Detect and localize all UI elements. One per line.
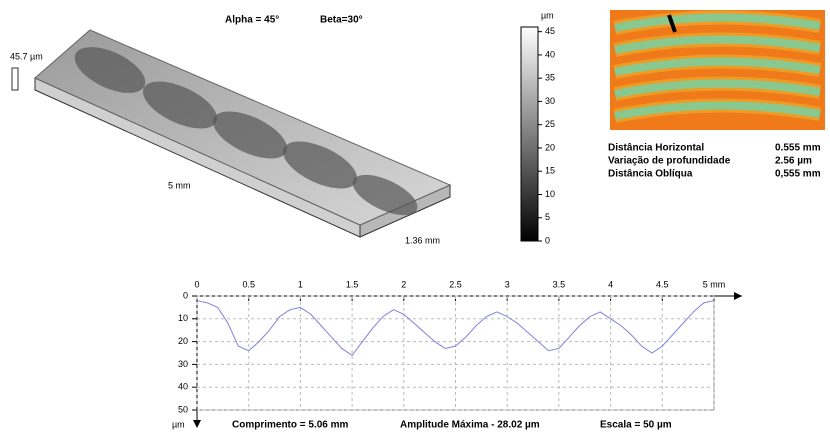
colorbar-tick-label: 45 bbox=[545, 26, 555, 36]
colorbar-tick-label: 30 bbox=[545, 96, 555, 106]
x-tick-label: 5 mm bbox=[703, 279, 726, 289]
alpha-label: Alpha = 45° bbox=[225, 15, 279, 26]
measurement-value: 0,555 mm bbox=[775, 169, 821, 180]
heatmap bbox=[610, 10, 825, 130]
colorbar-tick-label: 15 bbox=[545, 166, 555, 176]
x-tick-label: 0 bbox=[194, 279, 199, 289]
measurement-label: Distância Horizontal bbox=[608, 143, 704, 154]
measurement-label: Variação de profundidade bbox=[608, 156, 731, 167]
profile-line bbox=[196, 300, 715, 356]
y-tick-label: 30 bbox=[178, 359, 188, 369]
beta-label: Beta=30° bbox=[320, 15, 363, 26]
measurement-value: 0.555 mm bbox=[775, 143, 821, 154]
x-tick-label: 2 bbox=[401, 279, 406, 289]
length-label: 5 mm bbox=[168, 180, 191, 190]
y-tick-label: 20 bbox=[178, 336, 188, 346]
colorbar-tick-label: 25 bbox=[545, 119, 555, 129]
x-tick-label: 4.5 bbox=[656, 279, 669, 289]
y-unit: µm bbox=[172, 419, 185, 429]
y-tick-label: 40 bbox=[178, 382, 188, 392]
colorbar-tick-label: 20 bbox=[545, 142, 555, 152]
colorbar-tick-label: 40 bbox=[545, 49, 555, 59]
footer-text: Amplitude Máxima - 28.02 µm bbox=[400, 420, 540, 431]
colorbar-tick-label: 35 bbox=[545, 73, 555, 83]
colorbar-tick-label: 0 bbox=[545, 235, 550, 245]
y-tick-label: 10 bbox=[178, 313, 188, 323]
profile-chart bbox=[192, 292, 742, 428]
y-arrow bbox=[193, 420, 201, 428]
surface-3d bbox=[11, 29, 452, 238]
x-tick-label: 3.5 bbox=[553, 279, 566, 289]
x-tick-label: 3 bbox=[505, 279, 510, 289]
footer-text: Comprimento = 5.06 mm bbox=[232, 420, 349, 431]
x-tick-label: 2.5 bbox=[449, 279, 462, 289]
colorbar bbox=[520, 26, 539, 242]
measurement-label: Distância Oblíqua bbox=[608, 169, 693, 180]
width-label: 1.36 mm bbox=[405, 235, 440, 245]
colorbar-unit: µm bbox=[541, 10, 554, 20]
measurement-value: 2.56 µm bbox=[775, 156, 812, 167]
height-label: 45.7 µm bbox=[10, 51, 43, 61]
colorbar-tick-label: 5 bbox=[545, 212, 550, 222]
x-tick-label: 1.5 bbox=[346, 279, 359, 289]
y-tick-label: 50 bbox=[178, 404, 188, 414]
x-tick-label: 4 bbox=[608, 279, 613, 289]
footer-text: Escala = 50 µm bbox=[600, 420, 672, 431]
colorbar-tick-label: 10 bbox=[545, 189, 555, 199]
x-tick-label: 1 bbox=[298, 279, 303, 289]
x-tick-label: 0.5 bbox=[242, 279, 255, 289]
x-arrow bbox=[734, 292, 742, 300]
y-tick-label: 0 bbox=[183, 290, 188, 300]
